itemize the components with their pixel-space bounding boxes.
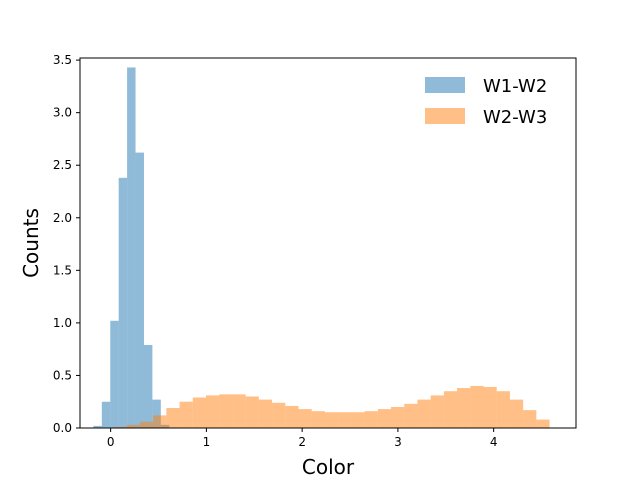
histogram-bar-w2-w3 (192, 397, 207, 428)
histogram-bar-w2-w3 (509, 399, 524, 428)
histogram-bar-w1-w2 (118, 177, 128, 428)
histogram-bar-w2-w3 (206, 395, 220, 428)
histogram-bar-w1-w2 (152, 399, 161, 428)
histogram-bar-w2-w3 (258, 399, 273, 428)
plot-frame (79, 57, 577, 429)
y-tick-label: 3.5 (53, 53, 72, 67)
histogram-bar-w2-w3 (139, 421, 154, 428)
legend-label: W1-W2 (483, 76, 547, 97)
histogram-bar-w2-w3 (232, 394, 246, 428)
histogram-bar-w2-w3 (483, 387, 497, 428)
x-axis-label: Color (302, 455, 355, 479)
histogram-bar-w2-w3 (364, 411, 378, 428)
histogram-bar-w2-w3 (219, 394, 233, 428)
y-tick-label: 0.0 (53, 421, 72, 435)
histogram-bar-w2-w3 (391, 406, 405, 428)
histogram-bar-w1-w2 (127, 67, 136, 429)
histogram-bar-w2-w3 (338, 412, 352, 428)
x-axis: 0 1 2 3 4 (107, 428, 498, 449)
histogram-bar-w2-w3 (298, 409, 312, 428)
histogram-bar-w2-w3 (324, 412, 339, 428)
legend-label: W2-W3 (483, 107, 547, 128)
histogram-bar-w2-w3 (470, 385, 484, 428)
histogram-bar-w2-w3 (311, 411, 325, 428)
legend: W1-W2 W2-W3 (425, 76, 547, 128)
histogram-bar-w2-w3 (285, 405, 299, 428)
histogram-bar-w2-w3 (179, 401, 193, 428)
histogram-bar-w1-w2 (101, 401, 111, 428)
histogram-bar-w2-w3 (404, 403, 418, 428)
histogram-bar-w2-w3 (523, 410, 537, 428)
y-tick-label: 2.0 (53, 211, 72, 225)
y-tick-label: 2.5 (53, 158, 72, 172)
legend-swatch (425, 77, 465, 93)
histogram-bar-w2-w3 (457, 388, 471, 428)
x-tick-label: 3 (394, 435, 402, 449)
y-tick-label: 1.5 (53, 263, 72, 277)
y-tick-label: 0.5 (53, 368, 72, 382)
y-axis: 0.0 0.5 1.0 1.5 2.0 2.5 3.0 3.5 (53, 53, 80, 435)
histogram-bar-w2-w3 (272, 402, 286, 428)
histogram-bar-w2-w3 (126, 424, 140, 428)
histogram-bar-w2-w3 (443, 391, 458, 428)
histogram-bar-w2-w3 (417, 399, 431, 428)
y-tick-label: 3.0 (53, 106, 72, 120)
histogram-bar-w2-w3 (536, 419, 550, 428)
histogram-bar-w2-w3 (113, 426, 127, 428)
bars-layer (93, 67, 550, 429)
histogram-bar-w1-w2 (93, 425, 102, 428)
histogram-bar-w2-w3 (430, 395, 444, 428)
histogram-bar-w2-w3 (377, 409, 391, 428)
x-tick-label: 2 (298, 435, 306, 449)
legend-swatch (425, 108, 465, 124)
histogram-bar-w2-w3 (153, 415, 167, 428)
y-axis-label: Counts (19, 208, 43, 278)
histogram-bar-w1-w2 (135, 152, 144, 428)
x-tick-label: 4 (490, 435, 498, 449)
x-tick-label: 1 (203, 435, 211, 449)
x-tick-label: 0 (107, 435, 115, 449)
histogram-bar-w1-w2 (143, 344, 153, 428)
histogram-bar-w2-w3 (351, 412, 365, 428)
histogram-bar-w2-w3 (166, 408, 180, 428)
histogram-bar-w1-w2 (110, 320, 119, 428)
y-tick-label: 1.0 (53, 316, 72, 330)
histogram-bar-w2-w3 (496, 391, 510, 428)
histogram-bar-w2-w3 (245, 396, 259, 428)
